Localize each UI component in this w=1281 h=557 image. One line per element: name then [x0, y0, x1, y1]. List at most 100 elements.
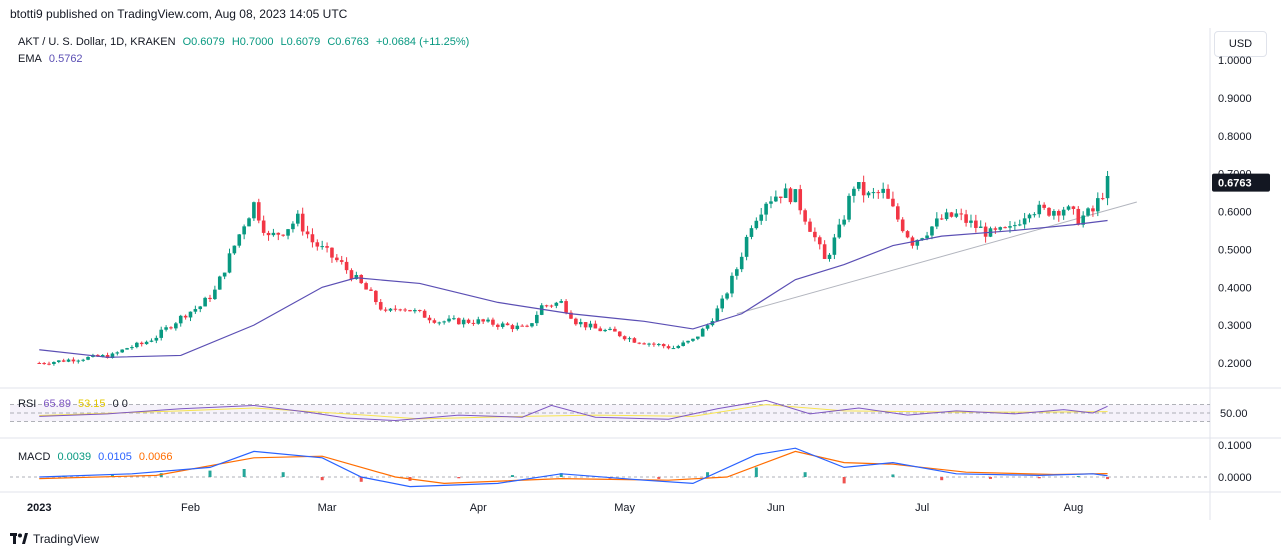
trendline[interactable] [736, 201, 1137, 315]
candle-body [832, 237, 837, 255]
candle-body [149, 340, 154, 342]
candle-body [661, 344, 666, 347]
candle-body [427, 317, 432, 321]
candle-body [378, 302, 383, 310]
candle-body [637, 342, 642, 344]
candle-body [925, 235, 929, 239]
rsi-line [39, 399, 1108, 422]
macd-label: MACD [18, 451, 51, 463]
candle-body [71, 359, 76, 362]
candle-body [1100, 198, 1105, 200]
macd-histogram-bar [1106, 477, 1110, 480]
candle-body [539, 305, 544, 315]
symbol-label[interactable]: AKT / U. S. Dollar, 1D, KRAKEN [18, 36, 176, 48]
candle-body [817, 237, 822, 245]
candle-body [256, 202, 261, 221]
candle-body [364, 283, 368, 290]
candle-body [671, 348, 676, 350]
candle-body [598, 328, 603, 332]
macd-histogram-bar [1076, 476, 1080, 478]
time-axis[interactable]: 2023 Feb Mar Apr May Jun Jul Aug [27, 502, 1083, 514]
candle-body [208, 297, 212, 300]
time-tick-label: Apr [470, 502, 487, 514]
candle-body [881, 188, 885, 193]
candle-body [705, 325, 710, 329]
candle-body [266, 232, 271, 236]
candle-body [188, 311, 193, 318]
candle-body [686, 340, 690, 343]
candle-body [696, 336, 700, 339]
candle-body [549, 305, 554, 307]
candle-body [1017, 224, 1022, 226]
candle-body [81, 359, 85, 361]
candle-body [310, 234, 315, 243]
rsi-pane: 50.00 [10, 399, 1248, 422]
rsi-ma-line [39, 404, 1108, 420]
candle-body [164, 327, 168, 330]
rsi-extra: 0 0 [112, 398, 128, 410]
candle-body [183, 315, 188, 318]
candle-body [393, 308, 398, 310]
time-tick-label: Mar [318, 502, 337, 514]
candle-body [1047, 207, 1051, 216]
candle-body [505, 323, 510, 326]
candle-body [174, 323, 178, 329]
candle-body [983, 226, 988, 237]
macd-histogram-bar [559, 473, 563, 477]
candle-body [915, 239, 920, 246]
candle-body [261, 220, 266, 233]
candle-body [237, 234, 242, 246]
low-value: L0.6079 [280, 36, 321, 48]
rsi-label: RSI [18, 398, 37, 410]
candle-body [198, 306, 203, 310]
rsi-band [10, 404, 1210, 422]
candle-body [774, 196, 778, 202]
rsi-ma-value: 53.15 [78, 398, 106, 410]
candle-body [135, 342, 139, 348]
candle-body [583, 322, 588, 328]
candle-body [1052, 211, 1056, 216]
macd-histogram-bar [803, 472, 807, 477]
ohlc-legend: AKT / U. S. Dollar, 1D, KRAKEN O0.6079 H… [18, 36, 473, 48]
currency-button[interactable]: USD [1214, 31, 1267, 57]
candle-body [656, 344, 661, 346]
candle-body [808, 221, 812, 232]
candle-body [159, 329, 164, 338]
candle-body [974, 220, 978, 228]
chart-frame [0, 28, 1281, 520]
candle-body [437, 322, 442, 324]
candle-body [569, 312, 573, 319]
candle-body [1091, 208, 1095, 212]
macd-tick-label: 0.1000 [1218, 440, 1252, 452]
candle-body [300, 213, 305, 232]
candle-body [744, 236, 749, 257]
rsi-legend[interactable]: RSI 65.89 53.15 0 0 [18, 398, 132, 410]
macd-histogram-bar [359, 477, 363, 482]
candle-body [1003, 227, 1007, 229]
price-axis[interactable]: 1.00000.90000.80000.70000.60000.50000.40… [1218, 55, 1252, 370]
ema-path [39, 219, 1108, 358]
candle-body [417, 310, 422, 312]
candles [37, 170, 1110, 366]
candle-body [900, 219, 905, 232]
candle-body [861, 182, 866, 196]
candle-body [1056, 211, 1061, 216]
macd-histogram-bar [281, 472, 285, 477]
candle-body [178, 315, 183, 324]
macd-histogram-bar [891, 474, 895, 477]
macd-histogram-bar [657, 477, 661, 479]
candle-body [76, 360, 81, 362]
candle-body [749, 228, 754, 237]
price-tick-label: 0.8000 [1218, 131, 1252, 143]
candle-body [432, 320, 437, 323]
tradingview-logo[interactable]: TradingView [10, 532, 99, 546]
candle-body [408, 310, 412, 312]
candle-body [481, 319, 485, 322]
candle-body [700, 328, 705, 337]
macd-legend[interactable]: MACD 0.0039 0.0105 0.0066 [18, 451, 177, 463]
candle-body [1096, 198, 1100, 212]
candle-body [827, 254, 832, 259]
ema-legend[interactable]: EMA 0.5762 [18, 53, 87, 65]
candle-body [930, 226, 934, 236]
